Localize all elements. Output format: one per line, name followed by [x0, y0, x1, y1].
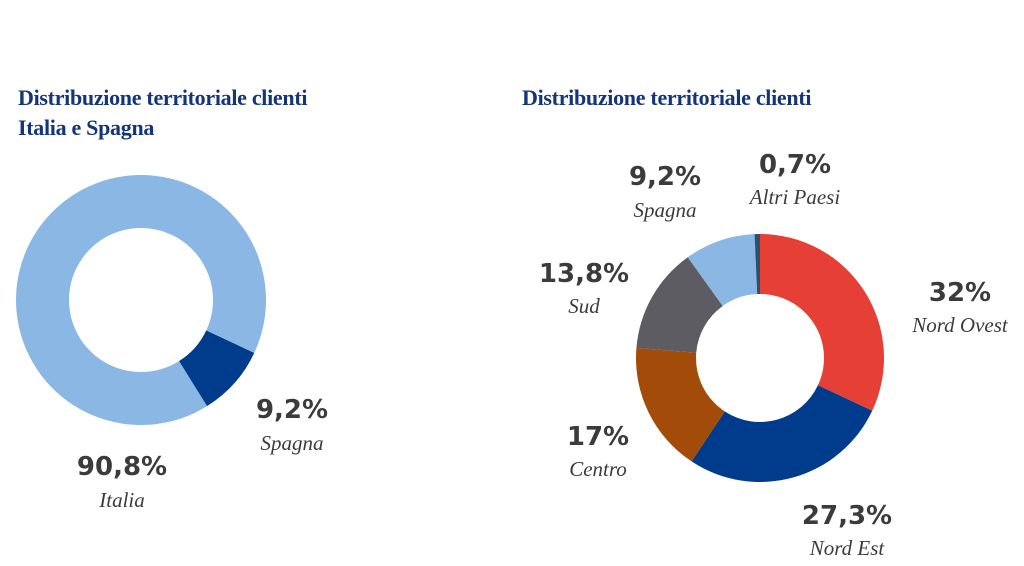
right-nord-est-value-label: 27,3%	[802, 501, 892, 531]
donut-chart-left	[15, 175, 266, 426]
right-nord-ovest-value-label: 32%	[929, 278, 991, 308]
left-spagna-category-label: Spagna	[261, 431, 324, 455]
right-centro-category-label: Centro	[569, 457, 627, 481]
right-altri-paesi-value-label: 0,7%	[759, 150, 831, 180]
left-italia-category-label: Italia	[98, 488, 145, 512]
right-centro-value-label: 17%	[567, 422, 629, 452]
right-spagna-value-label: 9,2%	[629, 162, 701, 192]
right-sud-value-label: 13,8%	[539, 259, 629, 289]
donut-chart-right	[636, 234, 884, 483]
right-slice-spagna	[687, 234, 758, 306]
left-spagna-value-label: 9,2%	[256, 395, 328, 425]
right-spagna-category-label: Spagna	[634, 198, 697, 222]
right-nord-ovest-category-label: Nord Ovest	[911, 313, 1009, 337]
right-slice-centro	[636, 347, 725, 462]
chart-title-left-line2: Italia e Spagna	[18, 115, 155, 140]
right-nord-est-category-label: Nord Est	[809, 536, 886, 560]
right-sud-category-label: Sud	[568, 294, 600, 318]
slice-labels: 90,8% Italia 9,2% Spagna 32% Nord Ovest 27,3% N…	[77, 150, 1009, 560]
left-slice-italia	[15, 175, 266, 426]
chart-title-right: Distribuzione territoriale clienti	[522, 85, 812, 110]
right-slice-sud	[636, 257, 723, 353]
left-italia-value-label: 90,8%	[77, 452, 167, 482]
right-slice-nord-est	[691, 385, 873, 483]
chart-title-left: Distribuzione territoriale clienti Itali…	[18, 83, 307, 143]
chart-title-left-line1: Distribuzione territoriale clienti	[18, 85, 308, 110]
left-slice-spagna	[179, 330, 255, 407]
right-slice-nord-ovest	[760, 234, 884, 411]
right-slice-altri-paesi	[754, 234, 760, 295]
right-altri-paesi-category-label: Altri Paesi	[748, 185, 841, 209]
